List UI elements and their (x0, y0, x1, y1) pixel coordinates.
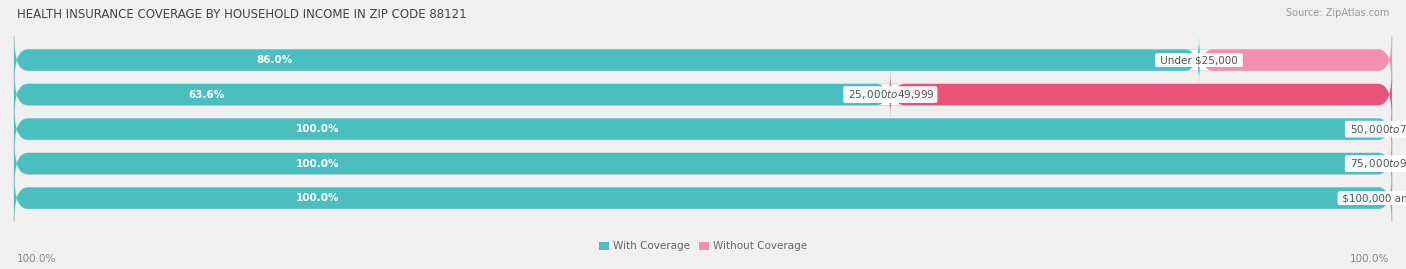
Text: $50,000 to $74,999: $50,000 to $74,999 (1347, 123, 1406, 136)
FancyBboxPatch shape (14, 105, 1392, 153)
FancyBboxPatch shape (1199, 36, 1392, 84)
Text: $75,000 to $99,999: $75,000 to $99,999 (1347, 157, 1406, 170)
Text: HEALTH INSURANCE COVERAGE BY HOUSEHOLD INCOME IN ZIP CODE 88121: HEALTH INSURANCE COVERAGE BY HOUSEHOLD I… (17, 8, 467, 21)
FancyBboxPatch shape (14, 36, 1199, 84)
FancyBboxPatch shape (14, 71, 890, 118)
Text: 86.0%: 86.0% (257, 55, 292, 65)
Text: $100,000 and over: $100,000 and over (1340, 193, 1406, 203)
FancyBboxPatch shape (14, 174, 1392, 222)
FancyBboxPatch shape (14, 140, 1392, 187)
FancyBboxPatch shape (14, 36, 1392, 84)
FancyBboxPatch shape (14, 105, 1392, 153)
Text: $25,000 to $49,999: $25,000 to $49,999 (845, 88, 935, 101)
Text: Under $25,000: Under $25,000 (1157, 55, 1241, 65)
Text: 100.0%: 100.0% (17, 254, 56, 264)
FancyBboxPatch shape (890, 71, 1392, 118)
Text: Source: ZipAtlas.com: Source: ZipAtlas.com (1285, 8, 1389, 18)
FancyBboxPatch shape (14, 174, 1392, 222)
Text: 100.0%: 100.0% (295, 124, 339, 134)
FancyBboxPatch shape (14, 140, 1392, 187)
Text: 63.6%: 63.6% (188, 90, 225, 100)
Text: 100.0%: 100.0% (1350, 254, 1389, 264)
FancyBboxPatch shape (14, 71, 1392, 118)
Text: 100.0%: 100.0% (295, 193, 339, 203)
Legend: With Coverage, Without Coverage: With Coverage, Without Coverage (595, 237, 811, 256)
Text: 100.0%: 100.0% (295, 159, 339, 169)
